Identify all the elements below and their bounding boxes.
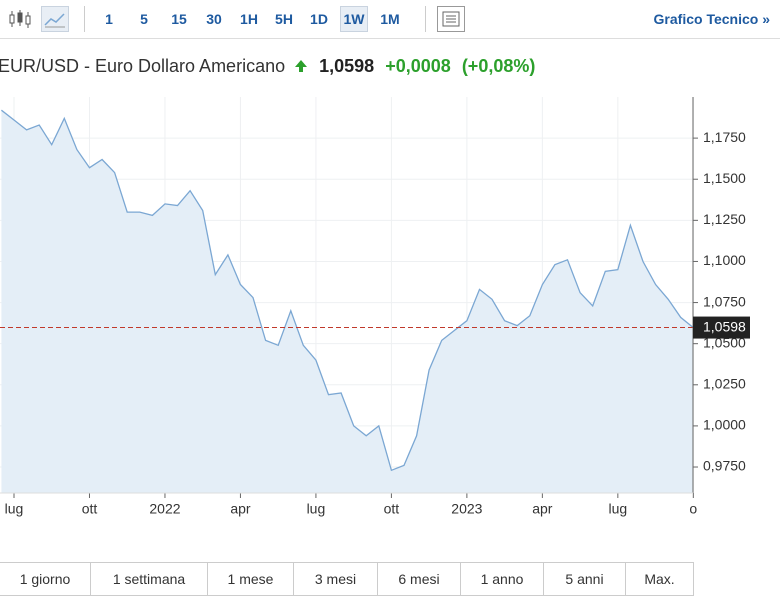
interval-button[interactable]: 5H bbox=[275, 11, 293, 27]
range-button[interactable]: Max. bbox=[625, 563, 693, 595]
change-percent: (+0,08%) bbox=[461, 55, 536, 76]
separator bbox=[84, 6, 85, 32]
x-tick-label: apr bbox=[532, 501, 553, 517]
area-chart-icon[interactable] bbox=[41, 6, 69, 32]
y-tick-label: 1,1250 bbox=[703, 211, 746, 227]
range-selector: 1 giorno 1 settimana 1 mese 3 mesi 6 mesi 1 a… bbox=[0, 562, 694, 596]
y-tick-label: 1,1750 bbox=[703, 129, 746, 145]
x-tick-label: apr bbox=[230, 501, 251, 517]
separator bbox=[425, 6, 426, 32]
up-arrow bbox=[295, 60, 308, 73]
toolbar: Grafico Tecnico » 1 5 15 30 1H 5H 1D 1W 1M bbox=[0, 0, 780, 39]
range-button[interactable]: 5 anni bbox=[543, 563, 625, 595]
x-tick-label: 2023 bbox=[451, 501, 482, 517]
interval-button[interactable]: 1M bbox=[380, 11, 400, 27]
interval-button[interactable]: 30 bbox=[206, 11, 222, 27]
range-button[interactable]: 6 mesi bbox=[377, 563, 460, 595]
y-tick-label: 1,0000 bbox=[703, 417, 746, 433]
interval-button[interactable]: 1W bbox=[340, 6, 368, 32]
range-button[interactable]: 3 mesi bbox=[293, 563, 377, 595]
x-tick-label: lug bbox=[608, 501, 627, 517]
technical-chart-link[interactable]: Grafico Tecnico » bbox=[653, 11, 770, 27]
x-tick-label: o bbox=[689, 501, 697, 517]
x-tick-label: ott bbox=[384, 501, 400, 517]
last-price-label: 1,0598 bbox=[703, 318, 746, 334]
y-tick-label: 1,0250 bbox=[703, 375, 746, 391]
price: 1,0598 bbox=[319, 55, 375, 76]
y-tick-label: 1,0750 bbox=[703, 293, 746, 309]
y-tick-label: 1,1000 bbox=[703, 252, 746, 268]
interval-button[interactable]: 5 bbox=[140, 11, 148, 27]
instrument-name: EUR/USD - Euro Dollaro Americano bbox=[0, 55, 286, 76]
x-tick-label: ott bbox=[82, 501, 98, 517]
x-tick-label: 2022 bbox=[149, 501, 180, 517]
change: +0,0008 bbox=[385, 55, 451, 76]
range-button[interactable]: 1 anno bbox=[460, 563, 543, 595]
interval-button[interactable]: 15 bbox=[171, 11, 187, 27]
range-button[interactable]: 1 giorno bbox=[19, 571, 71, 587]
range-button[interactable]: 1 mese bbox=[207, 563, 293, 595]
interval-button[interactable]: 1H bbox=[240, 11, 258, 27]
last-price-flag bbox=[693, 316, 750, 339]
interval-button[interactable]: 1D bbox=[310, 11, 328, 27]
area-fill bbox=[1, 110, 694, 493]
interval-button[interactable]: 1 bbox=[105, 11, 113, 27]
price-line bbox=[1, 109, 694, 472]
x-tick-label: lug bbox=[307, 501, 326, 517]
candlestick-icon[interactable] bbox=[6, 6, 34, 32]
indicators-icon[interactable] bbox=[437, 6, 465, 32]
range-button[interactable]: 1 settimana bbox=[90, 563, 207, 595]
y-tick-label: 1,1500 bbox=[703, 170, 746, 186]
x-tick-label: lug bbox=[5, 501, 24, 517]
y-tick-label: 0,9750 bbox=[703, 458, 746, 474]
instrument-header: EUR/USD - Euro Dollaro Americano 1,0598 … bbox=[0, 55, 535, 77]
